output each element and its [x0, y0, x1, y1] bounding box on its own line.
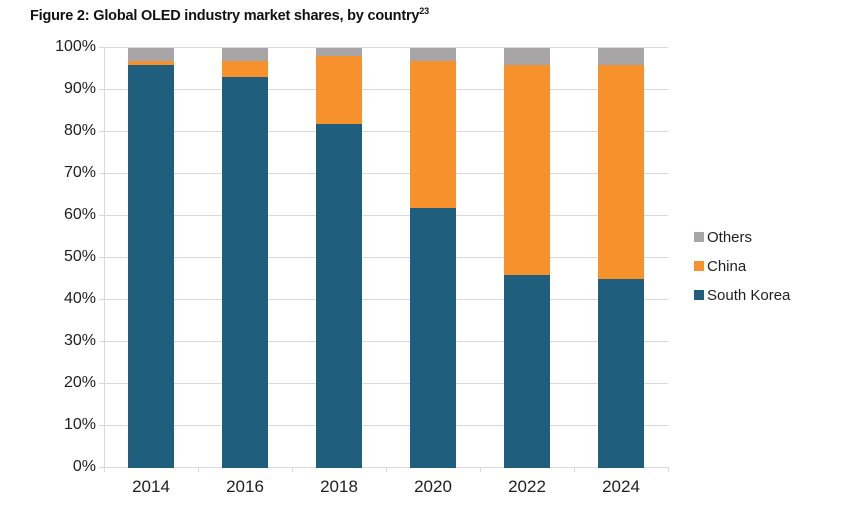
bar-segment-2020-south-korea: [410, 207, 456, 468]
x-tick: [668, 467, 669, 472]
legend-swatch-icon: [694, 290, 704, 300]
gridline-30%: [104, 341, 668, 342]
y-tick-30%: [99, 341, 104, 342]
y-tick-90%: [99, 89, 104, 90]
gridline-40%: [104, 299, 668, 300]
gridline-60%: [104, 215, 668, 216]
y-tick-100%: [99, 47, 104, 48]
x-category-label-2016: 2016: [226, 477, 264, 496]
y-tick-40%: [99, 299, 104, 300]
x-tick: [292, 467, 293, 472]
bar-segment-2014-south-korea: [128, 64, 174, 468]
bar-segment-2014-china: [128, 60, 174, 65]
x-category-label-2020: 2020: [414, 477, 452, 496]
gridline-90%: [104, 89, 668, 90]
gridline-10%: [104, 425, 668, 426]
footnote-reference: 23: [419, 6, 429, 17]
gridline-70%: [104, 173, 668, 174]
bar-segment-2022-china: [504, 64, 550, 275]
x-tick: [198, 467, 199, 472]
bar-segment-2022-others: [504, 48, 550, 65]
gridline-20%: [104, 383, 668, 384]
bar-segment-2016-south-korea: [222, 77, 268, 468]
y-tick-0%: [99, 467, 104, 468]
y-tick-label: 40%: [63, 290, 96, 307]
bar-segment-2018-china: [316, 56, 362, 124]
y-tick-80%: [99, 131, 104, 132]
y-tick-label: 60%: [63, 206, 96, 223]
y-tick-label: 70%: [63, 164, 96, 181]
x-category-label-2018: 2018: [320, 477, 358, 496]
y-tick-label: 0%: [72, 458, 96, 475]
y-tick-label: 80%: [63, 122, 96, 139]
figure-title-text: Figure 2: Global OLED industry market sh…: [30, 8, 420, 24]
x-tick: [574, 467, 575, 472]
y-tick-label: 100%: [55, 38, 96, 55]
gridline-50%: [104, 257, 668, 258]
legend-item-south-korea: South Korea: [694, 285, 790, 305]
y-tick-label: 10%: [63, 416, 96, 433]
bar-segment-2022-south-korea: [504, 274, 550, 468]
y-tick-label: 30%: [63, 332, 96, 349]
legend-item-others: Others: [694, 227, 790, 247]
y-tick-label: 20%: [63, 374, 96, 391]
bar-segment-2018-others: [316, 48, 362, 57]
y-tick-label: 90%: [63, 80, 96, 97]
legend-item-china: China: [694, 256, 790, 276]
bar-segment-2016-china: [222, 60, 268, 78]
figure-title: Figure 2: Global OLED industry market sh…: [30, 6, 429, 24]
legend-label: China: [707, 257, 747, 275]
x-tick: [386, 467, 387, 472]
bar-segment-2024-china: [598, 64, 644, 279]
bar-segment-2014-others: [128, 48, 174, 61]
legend-label: Others: [707, 228, 753, 246]
x-tick: [480, 467, 481, 472]
gridline-100%: [104, 47, 668, 48]
bar-segment-2016-others: [222, 48, 268, 61]
chart-legend: Others China South Korea: [694, 227, 790, 314]
y-tick-20%: [99, 383, 104, 384]
bar-segment-2020-china: [410, 60, 456, 208]
y-tick-60%: [99, 215, 104, 216]
bar-segment-2020-others: [410, 48, 456, 61]
x-tick: [104, 467, 105, 472]
bar-segment-2024-others: [598, 48, 644, 65]
x-category-label-2014: 2014: [132, 477, 170, 496]
plot-area: [104, 47, 668, 468]
bar-segment-2024-south-korea: [598, 279, 644, 468]
gridline-80%: [104, 131, 668, 132]
y-tick-50%: [99, 257, 104, 258]
y-tick-70%: [99, 173, 104, 174]
y-tick-label: 50%: [63, 248, 96, 265]
legend-label: South Korea: [707, 286, 791, 304]
x-category-label-2024: 2024: [602, 477, 640, 496]
legend-swatch-icon: [694, 261, 704, 271]
x-category-label-2022: 2022: [508, 477, 546, 496]
y-tick-10%: [99, 425, 104, 426]
legend-swatch-icon: [694, 232, 704, 242]
bar-segment-2018-south-korea: [316, 123, 362, 468]
